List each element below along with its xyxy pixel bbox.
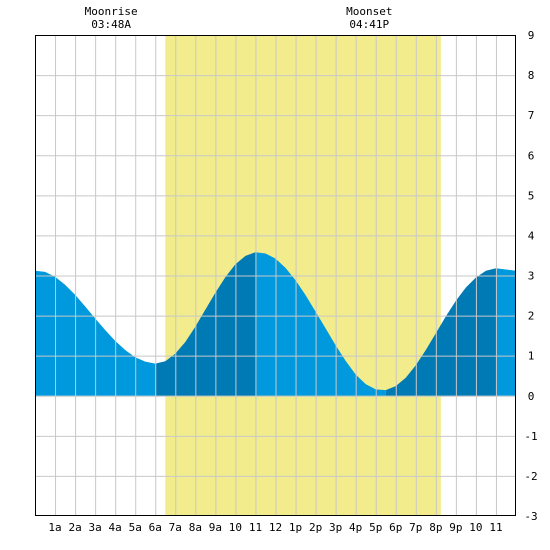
y-tick-label: -2 [524,470,537,483]
x-tick-label: 2p [309,521,322,534]
annotation-title: Moonrise [85,5,138,18]
y-tick-label: 8 [528,69,535,82]
x-tick-label: 11 [249,521,262,534]
annotation-time: 03:48A [91,18,131,31]
y-tick-label: 7 [528,109,535,122]
x-tick-label: 6p [389,521,402,534]
y-tick-label: 1 [528,350,535,363]
x-tick-label: 5a [129,521,142,534]
x-tick-label: 10 [229,521,242,534]
y-tick-label: 5 [528,189,535,202]
falling-tide-area-2 [255,252,386,396]
x-tick-label: 1a [48,521,61,534]
y-tick-label: -3 [524,510,537,523]
x-tick-label: 7p [409,521,422,534]
falling-tide-area-4 [495,268,516,396]
annotation-title: Moonset [346,5,392,18]
x-tick-label: 11 [489,521,502,534]
x-tick-label: 8p [429,521,442,534]
x-tick-label: 4p [349,521,362,534]
y-tick-label: -1 [524,430,537,443]
x-tick-label: 3p [329,521,342,534]
annotation-time: 04:41P [349,18,389,31]
x-tick-label: 7a [169,521,182,534]
x-tick-label: 4a [109,521,122,534]
x-tick-label: 9p [449,521,462,534]
y-tick-label: 4 [528,229,535,242]
x-tick-label: 9a [209,521,222,534]
x-tick-label: 2a [68,521,81,534]
plot-frame [35,35,516,516]
x-tick-label: 10 [469,521,482,534]
x-tick-label: 8a [189,521,202,534]
y-tick-label: 0 [528,390,535,403]
rising-tide-area-1 [155,252,256,396]
x-tick-label: 6a [149,521,162,534]
y-tick-label: 3 [528,270,535,283]
x-tick-label: 3a [89,521,102,534]
x-tick-label: 5p [369,521,382,534]
y-tick-label: 9 [528,29,535,42]
rising-tide-area-3 [385,268,496,396]
y-tick-label: 6 [528,149,535,162]
x-tick-label: 12 [269,521,282,534]
y-tick-label: 2 [528,310,535,323]
x-tick-label: 1p [289,521,302,534]
